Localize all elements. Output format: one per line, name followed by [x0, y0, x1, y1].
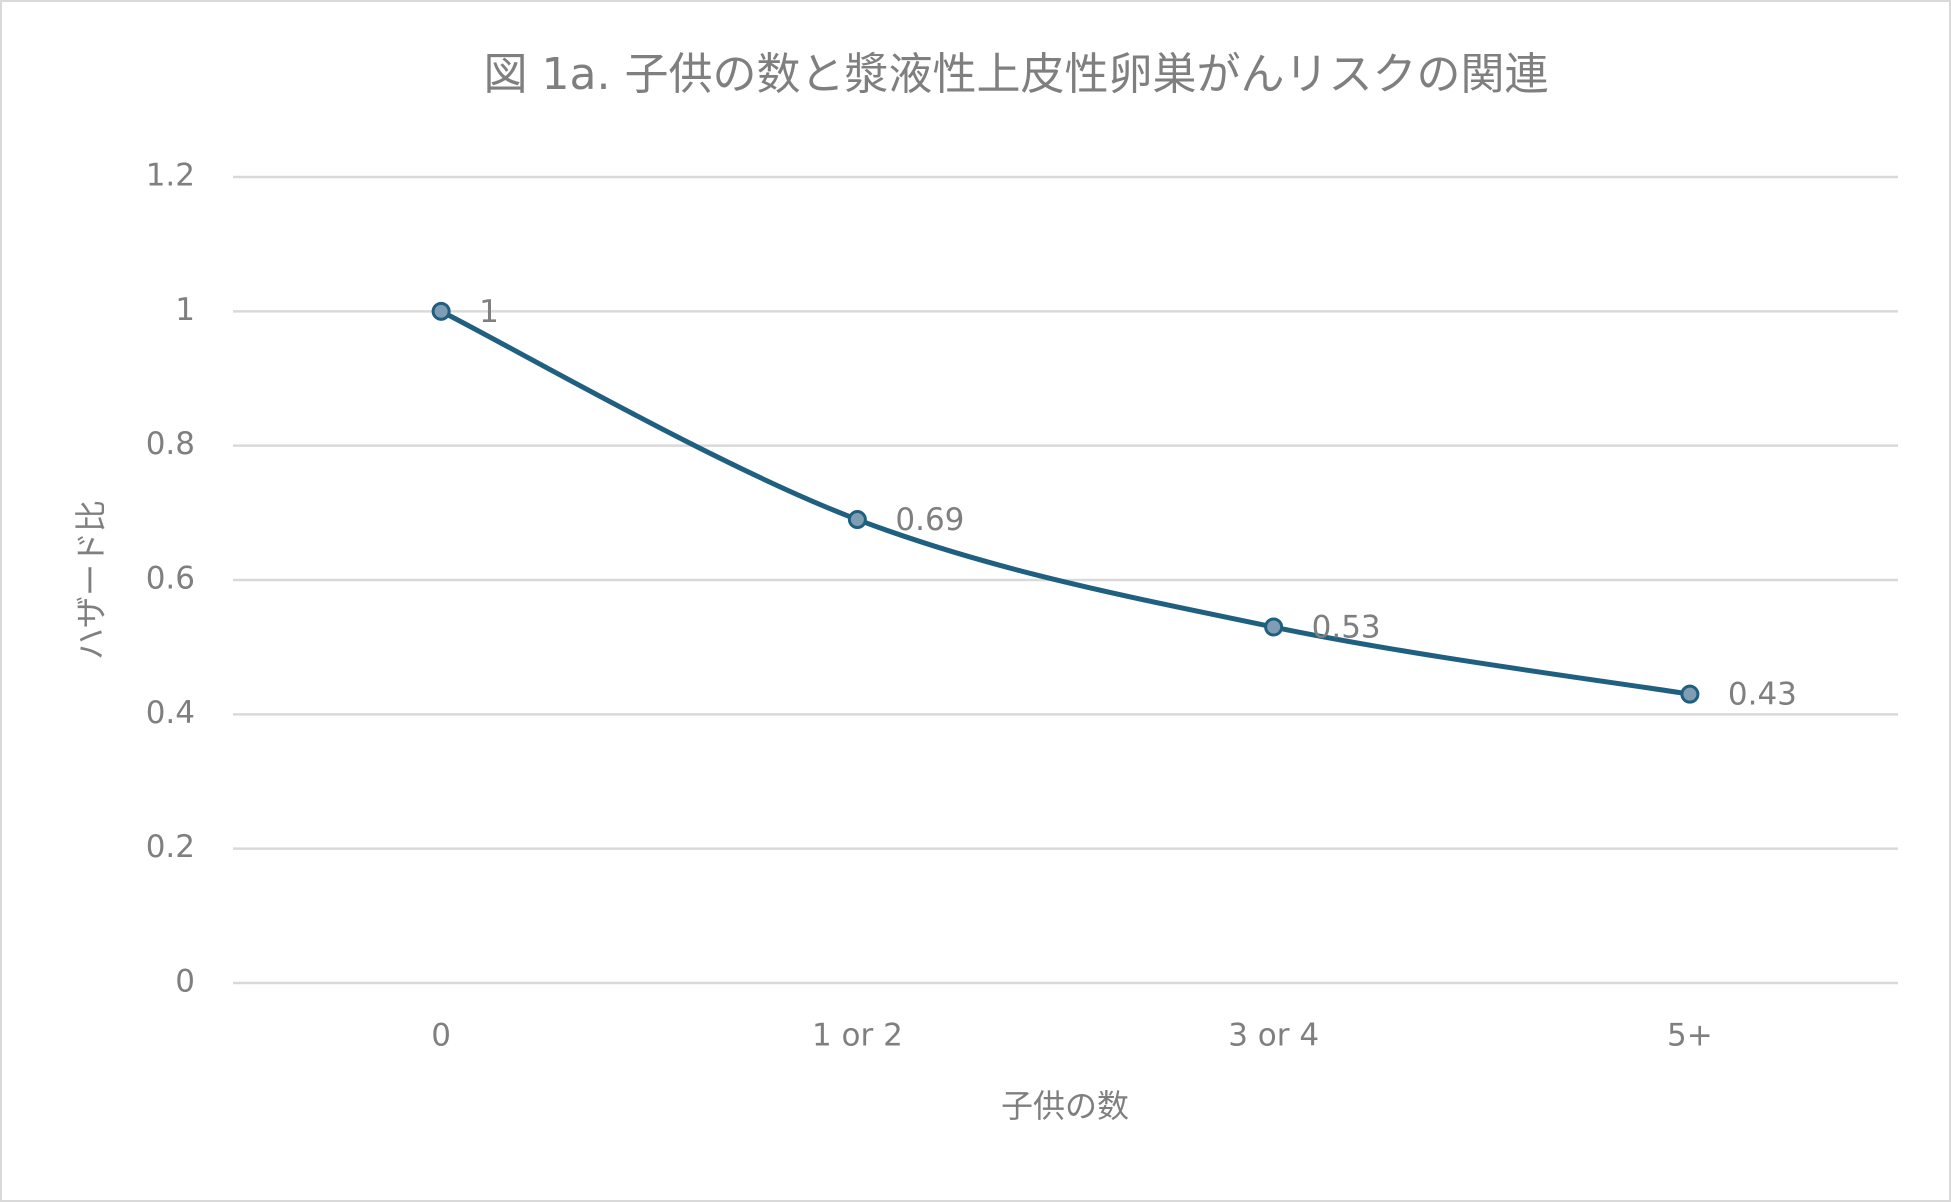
y-tick-label: 0.4 [146, 695, 195, 731]
y-tick-label: 0.8 [146, 426, 195, 462]
y-tick-label: 0.6 [146, 561, 195, 597]
data-label: 1 [479, 294, 499, 330]
marker [1264, 617, 1284, 637]
data-label: 0.53 [1312, 610, 1381, 646]
y-tick-label: 0.2 [146, 829, 195, 865]
data-label: 0.69 [895, 502, 964, 538]
marker [847, 510, 867, 530]
marker [431, 301, 451, 321]
y-axis-label: ハザード比 [72, 500, 110, 660]
marker [1680, 684, 1700, 704]
x-tick-label: 1 or 2 [812, 1018, 903, 1054]
chart-title: 図 1a. 子供の数と漿液性上皮性卵巣がんリスクの関連 [484, 49, 1549, 100]
x-tick-label: 0 [431, 1018, 451, 1054]
y-tick-label: 1 [175, 292, 195, 328]
x-tick-label: 5+ [1667, 1018, 1713, 1054]
data-label: 0.43 [1728, 677, 1797, 713]
y-tick-label: 0 [175, 964, 195, 1000]
line [440, 309, 1691, 697]
x-tick-label: 3 or 4 [1228, 1018, 1319, 1054]
y-tick-label: 1.2 [146, 158, 195, 194]
x-axis-label: 子供の数 [1001, 1087, 1129, 1125]
